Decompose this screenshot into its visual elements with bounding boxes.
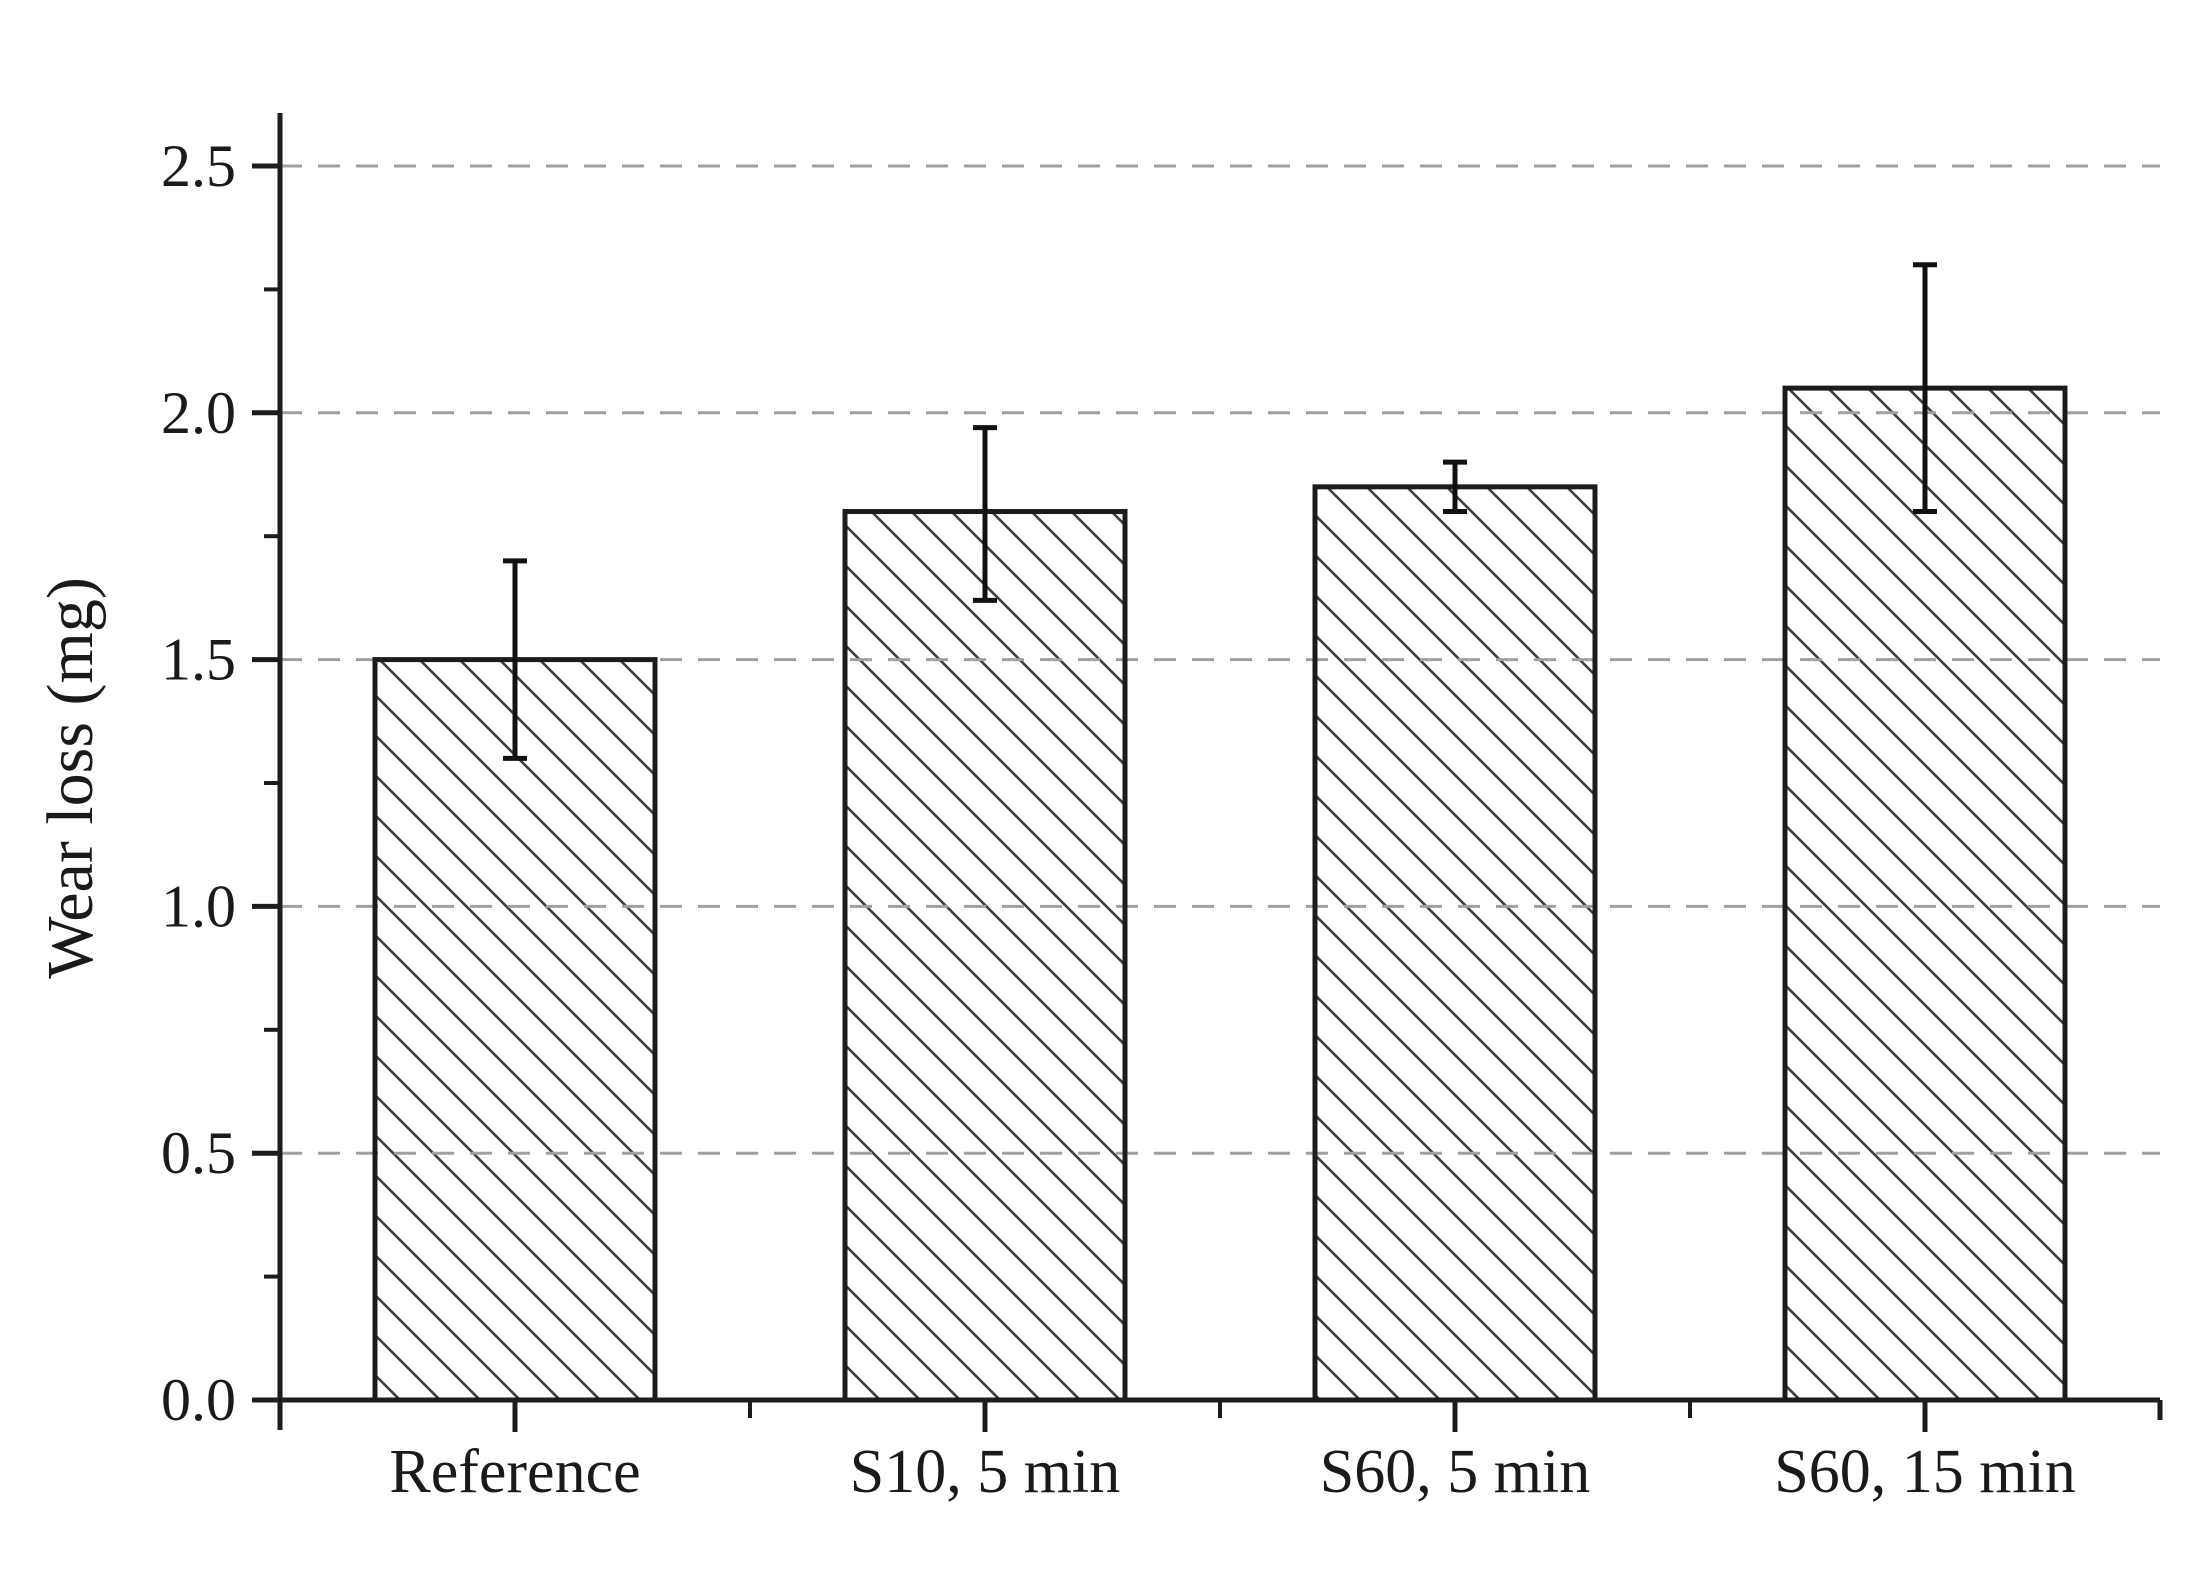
error-bar-s60-5-min (1443, 459, 1467, 515)
x-category-label-s10-5-min: S10, 5 min (850, 1438, 1120, 1506)
y-tick-label-0.0: 0.0 (161, 1367, 236, 1433)
y-tick-label-0.5: 0.5 (161, 1120, 236, 1186)
y-tick-label-1.0: 1.0 (161, 873, 236, 939)
axes-layer (252, 113, 2163, 1432)
x-category-label-s60-5-min: S60, 5 min (1320, 1438, 1590, 1506)
x-category-label-s60-15-min: S60, 15 min (1774, 1438, 2075, 1506)
error-bars-layer (503, 262, 1937, 761)
y-axis-title: Wear loss (mg) (34, 577, 107, 979)
x-category-label-reference: Reference (389, 1438, 640, 1506)
bar-s60-15-min-hatch (1785, 388, 2065, 1400)
y-tick-label-2.0: 2.0 (161, 380, 236, 446)
y-tick-label-1.5: 1.5 (161, 627, 236, 693)
error-bar-reference (503, 558, 527, 761)
error-bar-s10-5-min (973, 425, 997, 603)
bars-fill-layer (375, 388, 2065, 1401)
bar-reference-hatch (375, 659, 655, 1400)
y-tick-label-2.5: 2.5 (161, 133, 236, 199)
bar-s10-5-min-hatch (845, 511, 1125, 1400)
bar-s60-5-min-hatch (1315, 486, 1595, 1401)
error-bar-s60-15-min (1913, 262, 1937, 515)
labels-layer: 0.0 0.5 1.0 1.5 2.0 2.5 Reference S10, 5 min S60… (161, 133, 2076, 1506)
